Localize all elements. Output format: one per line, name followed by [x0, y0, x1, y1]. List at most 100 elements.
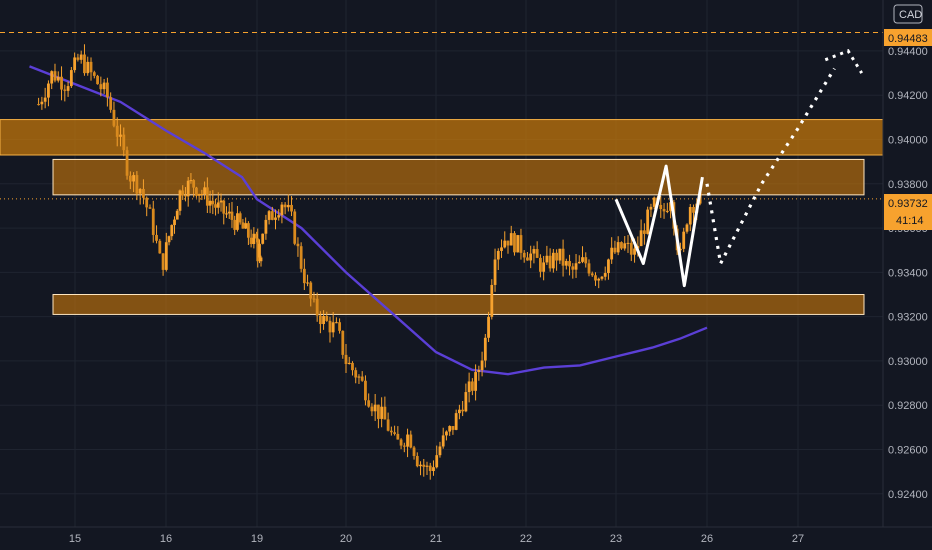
- candle: [364, 375, 367, 406]
- candle-body: [222, 200, 226, 214]
- price-tick-label: 0.94400: [888, 46, 928, 58]
- candle: [283, 202, 287, 215]
- candle-body: [219, 200, 223, 203]
- candle-body: [389, 430, 393, 433]
- candle: [158, 238, 162, 254]
- candle: [214, 198, 217, 216]
- candle: [63, 84, 67, 102]
- last-price-tag: 0.93732 41:14: [884, 194, 932, 230]
- candle: [277, 209, 281, 221]
- candle: [203, 181, 207, 199]
- candle: [309, 281, 313, 307]
- candle-body: [685, 224, 689, 232]
- time-tick-label: 27: [792, 533, 804, 545]
- candle: [412, 445, 416, 460]
- candle: [526, 251, 529, 261]
- candle-body: [83, 54, 86, 74]
- candle-body: [428, 465, 432, 472]
- candle-body: [458, 409, 461, 414]
- lower-support-zone[interactable]: [52, 294, 865, 315]
- candle-body: [438, 446, 442, 456]
- candle: [312, 291, 316, 303]
- candle-body: [189, 180, 193, 182]
- candle: [105, 77, 109, 107]
- candle-body: [445, 431, 448, 436]
- upper-supply-zone[interactable]: [0, 119, 884, 156]
- candle: [181, 185, 185, 201]
- candle: [76, 53, 80, 62]
- candle: [688, 204, 692, 232]
- candle-body: [145, 197, 149, 208]
- candle-body: [277, 215, 281, 218]
- candle: [125, 146, 129, 180]
- candle-body: [545, 255, 549, 263]
- candle-body: [170, 225, 174, 237]
- candle: [233, 215, 237, 236]
- candle-body: [477, 369, 481, 373]
- candle-body: [422, 464, 426, 467]
- candle-body: [493, 259, 497, 285]
- candle-body: [331, 322, 335, 333]
- candle: [558, 248, 562, 265]
- candle-body: [50, 71, 54, 84]
- candle: [594, 272, 597, 286]
- price-tick-label: 0.93000: [888, 356, 928, 368]
- candle-body: [122, 134, 126, 151]
- candle-body: [370, 406, 374, 412]
- candle-body: [529, 253, 533, 261]
- time-axis[interactable]: 15 16 19 20 21 22 23 26 27: [69, 533, 804, 545]
- candle: [360, 371, 364, 382]
- price-tick-label: 0.93400: [888, 267, 928, 279]
- candle: [571, 263, 575, 279]
- candle: [409, 430, 413, 449]
- candle: [490, 279, 494, 320]
- candle: [328, 316, 332, 343]
- candle: [252, 227, 256, 249]
- mid-resistance-zone[interactable]: [52, 158, 865, 196]
- candle: [441, 427, 445, 449]
- candle-body: [646, 209, 650, 234]
- candle: [138, 187, 142, 205]
- candle: [197, 193, 201, 203]
- candle-body: [402, 445, 406, 447]
- candle: [53, 63, 57, 83]
- candle-body: [286, 204, 290, 208]
- candle: [325, 311, 329, 322]
- candle-body: [558, 248, 562, 261]
- candle: [354, 367, 358, 384]
- candle: [96, 74, 99, 85]
- candle: [620, 241, 623, 250]
- candle-body: [79, 54, 83, 60]
- candle-body: [306, 282, 309, 284]
- candle: [351, 361, 354, 376]
- currency-badge[interactable]: CAD: [893, 4, 923, 24]
- candle-body: [296, 243, 300, 247]
- candle: [626, 234, 630, 253]
- candle-body: [322, 315, 325, 325]
- candle: [448, 425, 452, 436]
- candle-body: [480, 360, 484, 370]
- projection-arrowhead: [824, 49, 863, 74]
- candle: [225, 206, 228, 218]
- candle-body: [367, 400, 371, 407]
- candle: [516, 234, 520, 253]
- moving-average-line: [29, 65, 708, 376]
- candle-body: [548, 255, 552, 269]
- candle: [122, 127, 126, 157]
- candle: [56, 71, 60, 83]
- candle-body: [555, 252, 558, 261]
- candle: [290, 196, 293, 217]
- candle-body: [474, 372, 477, 391]
- candle-body: [451, 426, 455, 430]
- candle-body: [73, 57, 77, 71]
- candle: [652, 196, 656, 210]
- candle-body: [63, 89, 67, 91]
- candle-body: [208, 200, 212, 206]
- candle-body: [649, 206, 653, 210]
- candle-body: [252, 233, 256, 245]
- candle: [682, 227, 686, 253]
- candle-body: [203, 187, 207, 194]
- candle: [500, 239, 503, 258]
